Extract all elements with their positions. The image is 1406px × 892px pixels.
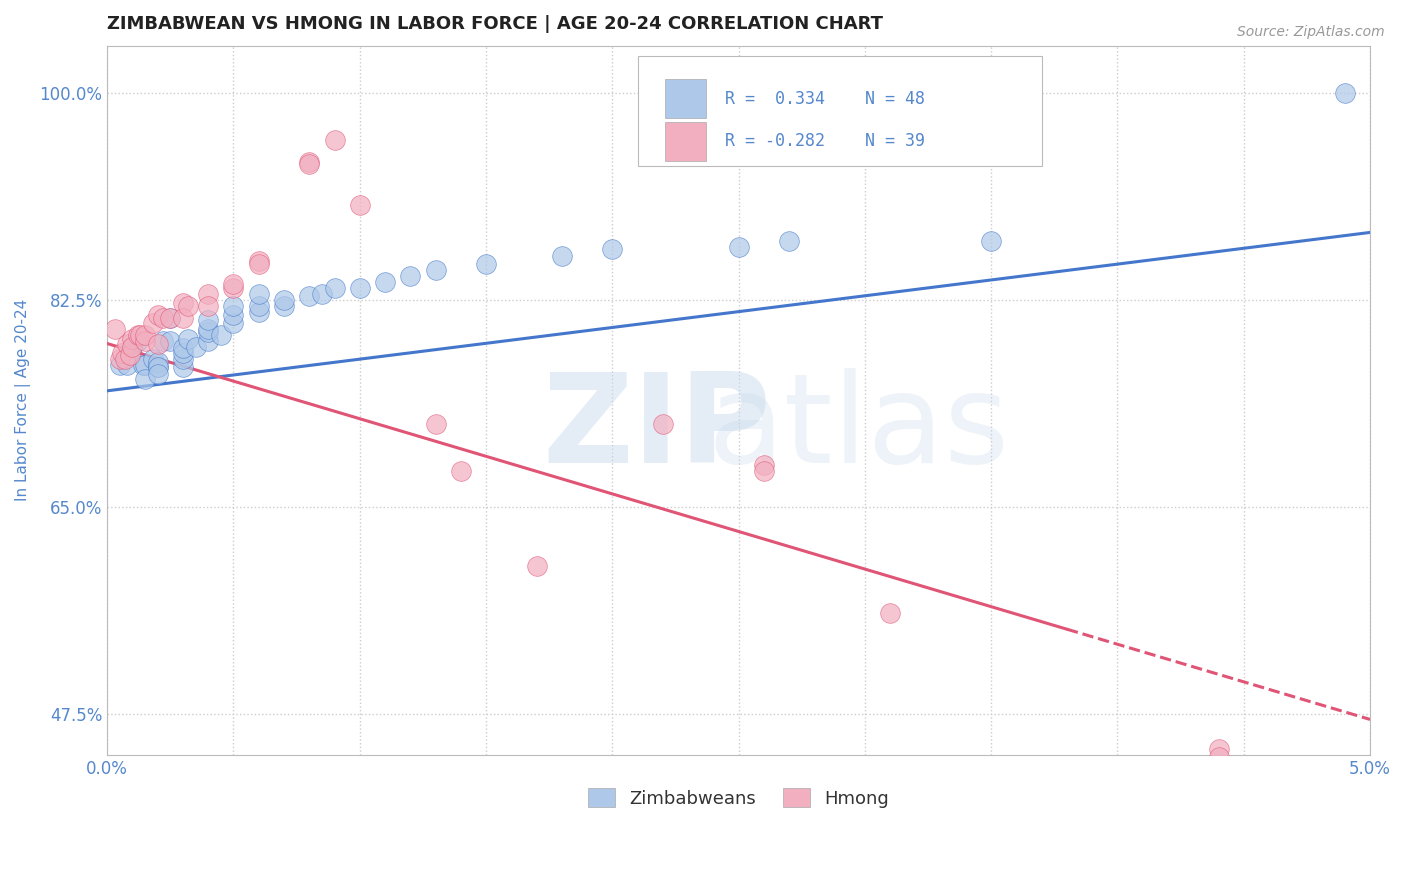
Point (197, 325, 219, 339)
Point (551, 249, 574, 263)
Point (222, 299, 245, 313)
Point (222, 308, 245, 322)
Point (247, 253, 270, 268)
Point (475, 257, 498, 271)
Point (127, 328, 149, 343)
Point (298, 154, 321, 169)
Point (602, 242, 624, 256)
Point (121, 332, 143, 346)
Point (273, 299, 295, 313)
Point (209, 328, 232, 343)
Point (177, 299, 200, 313)
Point (323, 133, 346, 147)
Point (177, 332, 200, 346)
Point (172, 296, 194, 310)
Point (651, 417, 673, 431)
Point (222, 281, 245, 295)
Point (1333, 86, 1355, 100)
Point (152, 334, 174, 348)
FancyBboxPatch shape (665, 122, 706, 161)
Point (197, 334, 219, 348)
Point (159, 310, 181, 325)
Point (197, 322, 219, 336)
Point (374, 275, 396, 289)
Point (146, 360, 169, 375)
Point (222, 317, 245, 331)
Point (222, 277, 245, 292)
Point (247, 257, 270, 271)
Text: Source: ZipAtlas.com: Source: ZipAtlas.com (1237, 25, 1385, 39)
Point (118, 348, 141, 362)
Point (108, 351, 131, 366)
Text: R =  0.334    N = 48: R = 0.334 N = 48 (724, 89, 925, 108)
Point (172, 310, 194, 325)
Point (146, 360, 169, 375)
Point (121, 340, 143, 354)
Point (247, 286, 270, 301)
Point (197, 299, 219, 313)
Point (127, 334, 149, 348)
Point (879, 606, 901, 620)
Point (526, 558, 548, 573)
Point (142, 351, 165, 366)
FancyBboxPatch shape (665, 79, 706, 118)
Point (134, 334, 156, 348)
Point (172, 360, 194, 375)
Point (146, 308, 169, 322)
Point (323, 281, 346, 295)
Point (172, 351, 194, 366)
Text: atlas: atlas (707, 368, 1010, 489)
Point (298, 289, 321, 303)
Point (131, 358, 153, 372)
Point (425, 417, 447, 431)
Point (727, 239, 749, 253)
Point (104, 322, 127, 336)
Point (159, 310, 181, 325)
Point (349, 281, 371, 295)
Point (778, 234, 800, 248)
Point (142, 317, 165, 331)
Point (172, 341, 194, 355)
Point (117, 336, 139, 351)
Text: ZIMBABWEAN VS HMONG IN LABOR FORCE | AGE 20-24 CORRELATION CHART: ZIMBABWEAN VS HMONG IN LABOR FORCE | AGE… (107, 15, 883, 33)
Point (273, 293, 295, 307)
Point (980, 234, 1002, 248)
FancyBboxPatch shape (637, 56, 1042, 166)
Point (197, 286, 219, 301)
Point (121, 340, 143, 354)
Text: ZIP: ZIP (543, 368, 770, 489)
Point (247, 299, 270, 313)
Point (134, 328, 156, 343)
Point (134, 358, 156, 372)
Y-axis label: In Labor Force | Age 20-24: In Labor Force | Age 20-24 (15, 299, 31, 501)
Point (114, 351, 136, 366)
Point (1208, 750, 1230, 764)
Point (298, 157, 321, 171)
Point (146, 368, 169, 382)
Text: R = -0.282    N = 39: R = -0.282 N = 39 (724, 132, 925, 151)
Point (425, 263, 447, 277)
Point (752, 458, 775, 473)
Point (146, 355, 169, 369)
Point (108, 358, 131, 372)
Point (247, 304, 270, 318)
Point (1208, 742, 1230, 756)
Point (184, 340, 207, 354)
Point (159, 334, 181, 348)
Legend: Zimbabweans, Hmong: Zimbabweans, Hmong (579, 780, 898, 817)
Point (399, 269, 422, 284)
Point (349, 198, 371, 212)
Point (117, 358, 139, 372)
Point (152, 310, 174, 325)
Point (129, 328, 152, 343)
Point (311, 286, 333, 301)
Point (134, 372, 156, 386)
Point (752, 464, 775, 478)
Point (111, 346, 134, 360)
Point (146, 336, 169, 351)
Point (450, 464, 472, 478)
Point (197, 313, 219, 327)
Point (172, 346, 194, 360)
